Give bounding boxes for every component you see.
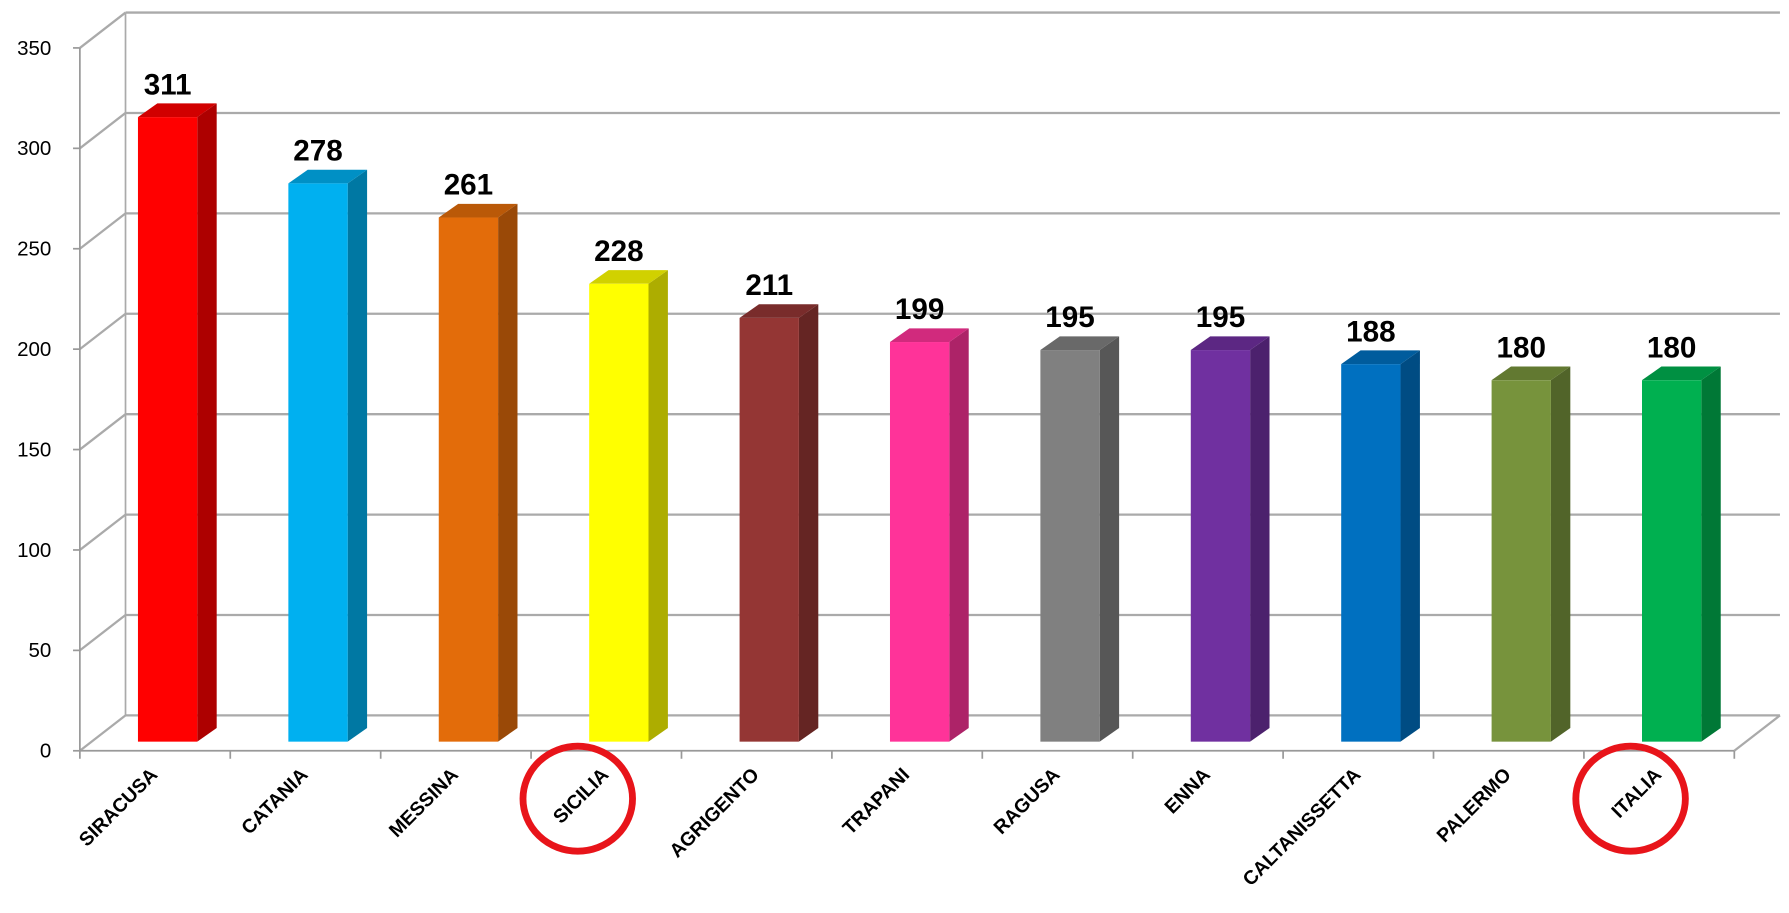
bar-front — [438, 217, 499, 742]
bar — [1341, 350, 1420, 742]
bar — [1642, 366, 1721, 742]
bar-top — [1491, 366, 1571, 381]
bar-front — [1642, 380, 1702, 742]
bar-front — [889, 342, 950, 742]
x-tick-label: SICILIA — [549, 764, 613, 828]
y-tick-label: 300 — [17, 137, 51, 160]
value-label: 228 — [594, 235, 643, 268]
bar-top — [889, 328, 969, 343]
bar-top — [1040, 336, 1120, 351]
y-tick-label: 350 — [17, 37, 51, 60]
value-label: 199 — [895, 293, 944, 326]
y-tick-label: 0 — [40, 740, 51, 763]
y-tick-label: 200 — [17, 338, 51, 361]
bar-top — [1190, 336, 1270, 351]
bar-side — [648, 270, 668, 742]
x-tick-label: ENNA — [1160, 764, 1214, 818]
value-label: 211 — [745, 269, 793, 302]
bar-front — [1491, 380, 1551, 742]
bar — [1190, 336, 1270, 742]
bar-front — [1190, 350, 1251, 742]
bar-top — [589, 270, 668, 284]
highlight-circle — [1572, 742, 1689, 855]
bar-side — [1099, 336, 1120, 742]
bar-front — [1040, 350, 1100, 742]
bar-side — [197, 103, 217, 742]
bar-side — [1400, 350, 1420, 742]
bar-front — [1341, 364, 1401, 742]
grid-line-side — [79, 312, 127, 351]
grid-line-side — [79, 413, 127, 451]
y-tick-label: 150 — [17, 438, 51, 461]
bar-side — [1701, 366, 1721, 742]
x-tick-label: SIRACUSA — [75, 764, 162, 851]
value-label: 278 — [293, 135, 342, 168]
bar-side — [498, 203, 518, 742]
y-tick-label: 100 — [17, 539, 51, 562]
value-label: 180 — [1647, 331, 1696, 364]
grid-line-side — [79, 112, 127, 150]
x-tick-label: TRAPANI — [839, 764, 914, 839]
highlight-circle — [519, 742, 636, 855]
bar-side — [1250, 336, 1270, 742]
bar-side — [1550, 366, 1571, 742]
bar-side — [798, 304, 819, 742]
bar-side — [347, 169, 368, 742]
y-tick-label: 250 — [17, 238, 51, 261]
x-tick-label: RAGUSA — [990, 764, 1065, 839]
bar-front — [137, 117, 198, 742]
value-label: 188 — [1346, 315, 1395, 348]
grid-line-side — [79, 513, 127, 551]
grid-line-side — [79, 614, 127, 652]
grid-line-side — [79, 714, 127, 752]
x-tick-label: CATANIA — [237, 764, 312, 839]
bar-top — [288, 169, 368, 184]
bar — [137, 103, 217, 742]
bar — [889, 328, 969, 742]
y-tick-label: 50 — [29, 639, 52, 662]
bar — [1491, 366, 1571, 742]
grid-line-side — [79, 11, 127, 49]
bar-front — [288, 183, 348, 742]
bar-top — [1341, 350, 1420, 365]
x-tick-label: AGRIGENTO — [665, 764, 763, 862]
plot: 0 50 100 150 200 250 300 350 311 SIRACUSA 278 CATAN… — [17, 11, 1781, 891]
bar-front — [739, 317, 799, 742]
bar — [288, 169, 368, 742]
bar-top — [739, 304, 819, 318]
x-tick-label: CALTANISSETTA — [1239, 764, 1366, 891]
value-label: 261 — [444, 169, 493, 202]
value-label: 195 — [1196, 301, 1245, 334]
value-label: 180 — [1497, 331, 1546, 364]
floor-edge — [1733, 714, 1781, 752]
bar — [1040, 336, 1120, 742]
bar-top — [438, 203, 518, 218]
bar — [739, 304, 819, 742]
x-tick-label: PALERMO — [1433, 764, 1516, 847]
value-label: 311 — [144, 68, 192, 101]
bar — [589, 270, 668, 742]
bar-side — [949, 328, 969, 742]
bar-front — [589, 283, 649, 742]
bar — [438, 203, 518, 742]
value-label: 195 — [1045, 301, 1094, 334]
x-tick-label: MESSINA — [385, 764, 463, 842]
bar-top — [1642, 366, 1721, 381]
grid-line-side — [79, 212, 127, 250]
bar-top — [137, 103, 217, 118]
x-tick-label: ITALIA — [1607, 764, 1666, 823]
